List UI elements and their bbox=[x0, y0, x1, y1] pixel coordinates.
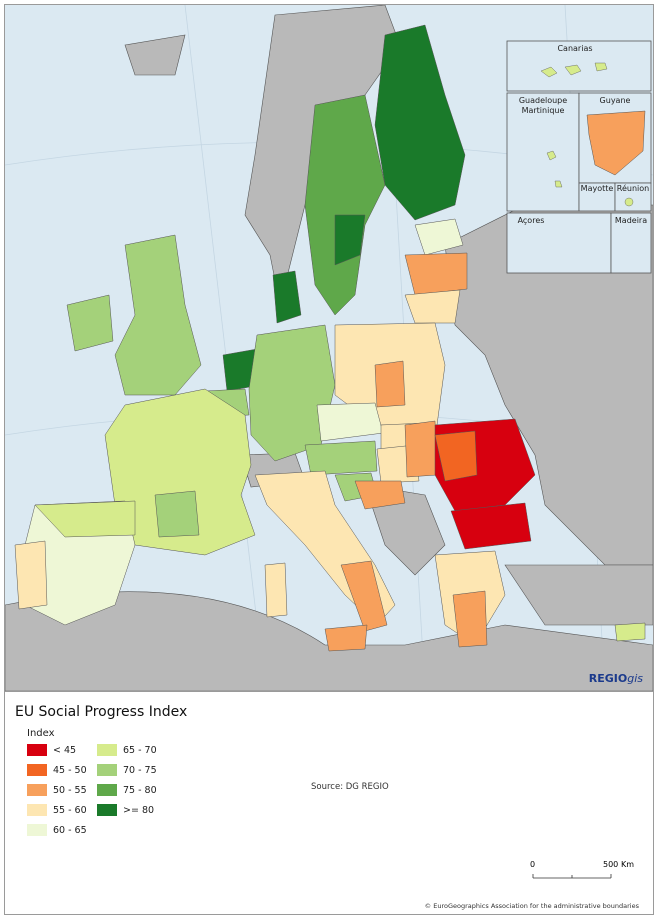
legend-item: 45 - 50 bbox=[27, 764, 87, 776]
canarias-islands bbox=[540, 62, 608, 78]
map-frame[interactable]: Canarias Guadeloupe Martinique Guyane Ma… bbox=[4, 4, 654, 692]
inset-acores bbox=[506, 212, 612, 274]
legend-swatch bbox=[27, 784, 47, 796]
region-poland-east bbox=[374, 360, 406, 408]
region-denmark bbox=[272, 270, 302, 324]
inset-label-acores: Açores bbox=[518, 216, 545, 225]
legend-label: 50 - 55 bbox=[53, 784, 87, 796]
legend-swatch bbox=[97, 804, 117, 816]
scale-bar-graphic bbox=[532, 874, 612, 879]
antilles-islands bbox=[546, 150, 563, 188]
inset-label-martinique: Martinique bbox=[522, 106, 565, 115]
region-hungary-east bbox=[404, 420, 438, 478]
inset-label-mayotte: Mayotte bbox=[581, 184, 614, 193]
region-lithuania bbox=[404, 289, 461, 324]
iceland-area bbox=[124, 34, 186, 76]
legend-label: < 45 bbox=[53, 744, 77, 756]
region-croatia bbox=[354, 480, 406, 510]
legend-item: 75 - 80 bbox=[97, 784, 157, 796]
inset-label-guadeloupe: Guadeloupe bbox=[519, 96, 567, 105]
region-italy-south bbox=[340, 560, 388, 632]
region-sicily bbox=[324, 624, 368, 652]
inset-label-madeira: Madeira bbox=[615, 216, 647, 225]
legend-label: 65 - 70 bbox=[123, 744, 157, 756]
europe-map[interactable]: Canarias Guadeloupe Martinique Guyane Ma… bbox=[5, 5, 653, 691]
region-stockholm bbox=[334, 214, 366, 266]
region-germany bbox=[248, 324, 336, 462]
region-cyprus bbox=[614, 622, 646, 642]
legend-item: 65 - 70 bbox=[97, 744, 157, 756]
turkey bbox=[504, 564, 653, 626]
region-latvia bbox=[404, 252, 468, 296]
region-bulgaria bbox=[450, 502, 532, 550]
region-uk bbox=[114, 234, 202, 396]
region-finland bbox=[374, 24, 466, 221]
region-estonia bbox=[414, 218, 464, 256]
map-title: EU Social Progress Index bbox=[15, 704, 188, 720]
inset-label-reunion: Réunion bbox=[617, 183, 649, 193]
region-sweden bbox=[304, 94, 386, 316]
legend-item: 55 - 60 bbox=[27, 804, 87, 816]
scale-start: 0 bbox=[530, 860, 536, 869]
legend-item: 70 - 75 bbox=[97, 764, 157, 776]
inset-guadeloupe-martinique bbox=[506, 92, 580, 212]
legend-swatch bbox=[97, 764, 117, 776]
region-ireland bbox=[66, 294, 114, 352]
guyane-region bbox=[586, 110, 646, 176]
legend-swatch bbox=[27, 804, 47, 816]
legend-label: 55 - 60 bbox=[53, 804, 87, 816]
region-spain-north bbox=[34, 500, 136, 538]
legend-panel: EU Social Progress Index Index < 45 45 -… bbox=[4, 692, 654, 915]
legend-label: 70 - 75 bbox=[123, 764, 157, 776]
legend-item: >= 80 bbox=[97, 804, 154, 816]
scale-bar: 0 500 Km bbox=[525, 860, 634, 890]
scale-end: 500 bbox=[603, 860, 619, 869]
insets: Canarias Guadeloupe Martinique Guyane Ma… bbox=[506, 40, 652, 274]
credit-text: © EuroGeographics Association for the ad… bbox=[424, 902, 639, 910]
eu-regions bbox=[14, 24, 646, 652]
region-austria bbox=[304, 440, 378, 476]
regiogis-logo: REGIOgis bbox=[588, 672, 643, 685]
legend-swatch bbox=[27, 744, 47, 756]
inset-label-canarias: Canarias bbox=[557, 44, 592, 53]
inset-reunion bbox=[614, 182, 652, 212]
legend-swatch bbox=[27, 764, 47, 776]
region-greece-south bbox=[452, 590, 488, 648]
legend-swatch bbox=[97, 744, 117, 756]
region-france bbox=[104, 388, 256, 556]
legend-label: 60 - 65 bbox=[53, 824, 87, 836]
legend-label: 75 - 80 bbox=[123, 784, 157, 796]
region-france-south bbox=[154, 490, 200, 538]
legend-heading: Index bbox=[27, 728, 55, 739]
inset-canarias bbox=[506, 40, 652, 92]
inset-madeira bbox=[610, 212, 652, 274]
legend-item: 50 - 55 bbox=[27, 784, 87, 796]
legend-item: 60 - 65 bbox=[27, 824, 87, 836]
source-text: Source: DG REGIO bbox=[311, 782, 389, 792]
legend-item: < 45 bbox=[27, 744, 76, 756]
region-romania-west bbox=[434, 430, 478, 482]
balkans bbox=[364, 484, 446, 576]
legend-label: >= 80 bbox=[123, 804, 155, 816]
inset-label-guyane: Guyane bbox=[600, 96, 631, 105]
region-portugal bbox=[14, 540, 48, 610]
legend-swatch bbox=[27, 824, 47, 836]
region-sardinia bbox=[264, 562, 288, 618]
region-czechia bbox=[316, 402, 384, 442]
scale-unit: Km bbox=[621, 860, 635, 869]
legend-swatch bbox=[97, 784, 117, 796]
legend-label: 45 - 50 bbox=[53, 764, 87, 776]
reunion-island bbox=[624, 197, 634, 207]
